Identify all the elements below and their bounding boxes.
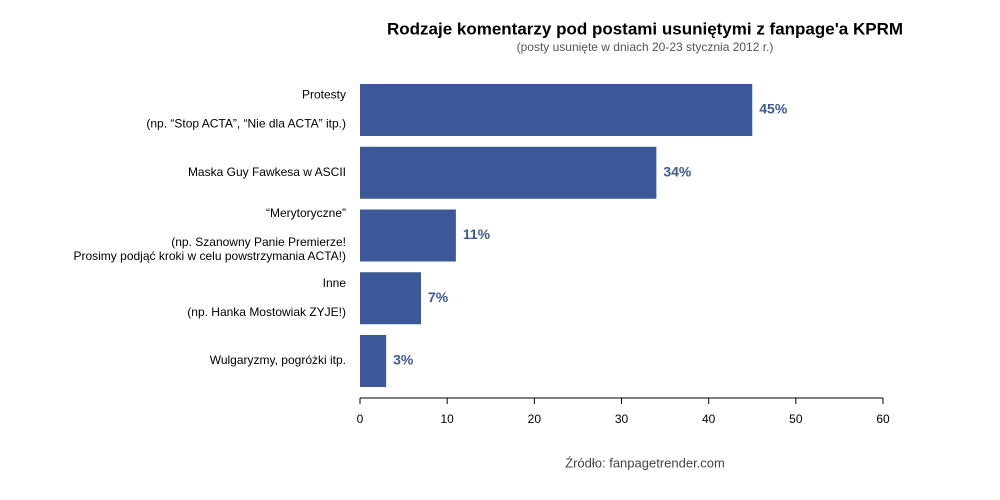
value-label: 45%	[759, 101, 788, 117]
bar	[360, 146, 657, 199]
y-tick-label: (np. Hanka Mostowiak ZYJE!)	[187, 305, 346, 319]
value-label: 11%	[463, 226, 491, 242]
bar	[360, 272, 422, 325]
chart-subtitle: (posty usunięte w dniach 20-23 stycznia …	[517, 40, 774, 54]
y-tick-label: “Merytoryczne”	[266, 206, 346, 220]
value-label: 7%	[428, 289, 449, 305]
bar	[360, 84, 753, 136]
chart-title: Rodzaje komentarzy pod postami usuniętym…	[387, 19, 903, 38]
source-note: Źródło: fanpagetrender.com	[565, 455, 725, 470]
y-tick-label: (np. Szanowny Panie Premierze!	[171, 235, 346, 249]
value-label: 3%	[393, 352, 414, 368]
value-label: 34%	[663, 163, 692, 179]
y-tick-label: (np. “Stop ACTA”, “Nie dla ACTA” itp.)	[146, 117, 346, 131]
x-tick-label: 20	[528, 412, 542, 426]
y-tick-label: Maska Guy Fawkesa w ASCII	[188, 165, 346, 179]
x-tick-label: 40	[702, 412, 716, 426]
y-tick-label: Wulgaryzmy, pogróżki itp.	[210, 353, 346, 367]
x-tick-label: 50	[789, 412, 803, 426]
x-tick-label: 60	[876, 412, 890, 426]
y-tick-label: Prosimy podjąć kroki w celu powstrzymani…	[73, 249, 346, 263]
x-tick-label: 30	[615, 412, 629, 426]
x-tick-label: 10	[440, 412, 454, 426]
y-tick-label: Protesty	[302, 88, 346, 102]
x-tick-label: 0	[357, 412, 364, 426]
bar	[360, 335, 387, 387]
bar	[360, 209, 456, 262]
y-tick-label: Inne	[323, 276, 347, 290]
